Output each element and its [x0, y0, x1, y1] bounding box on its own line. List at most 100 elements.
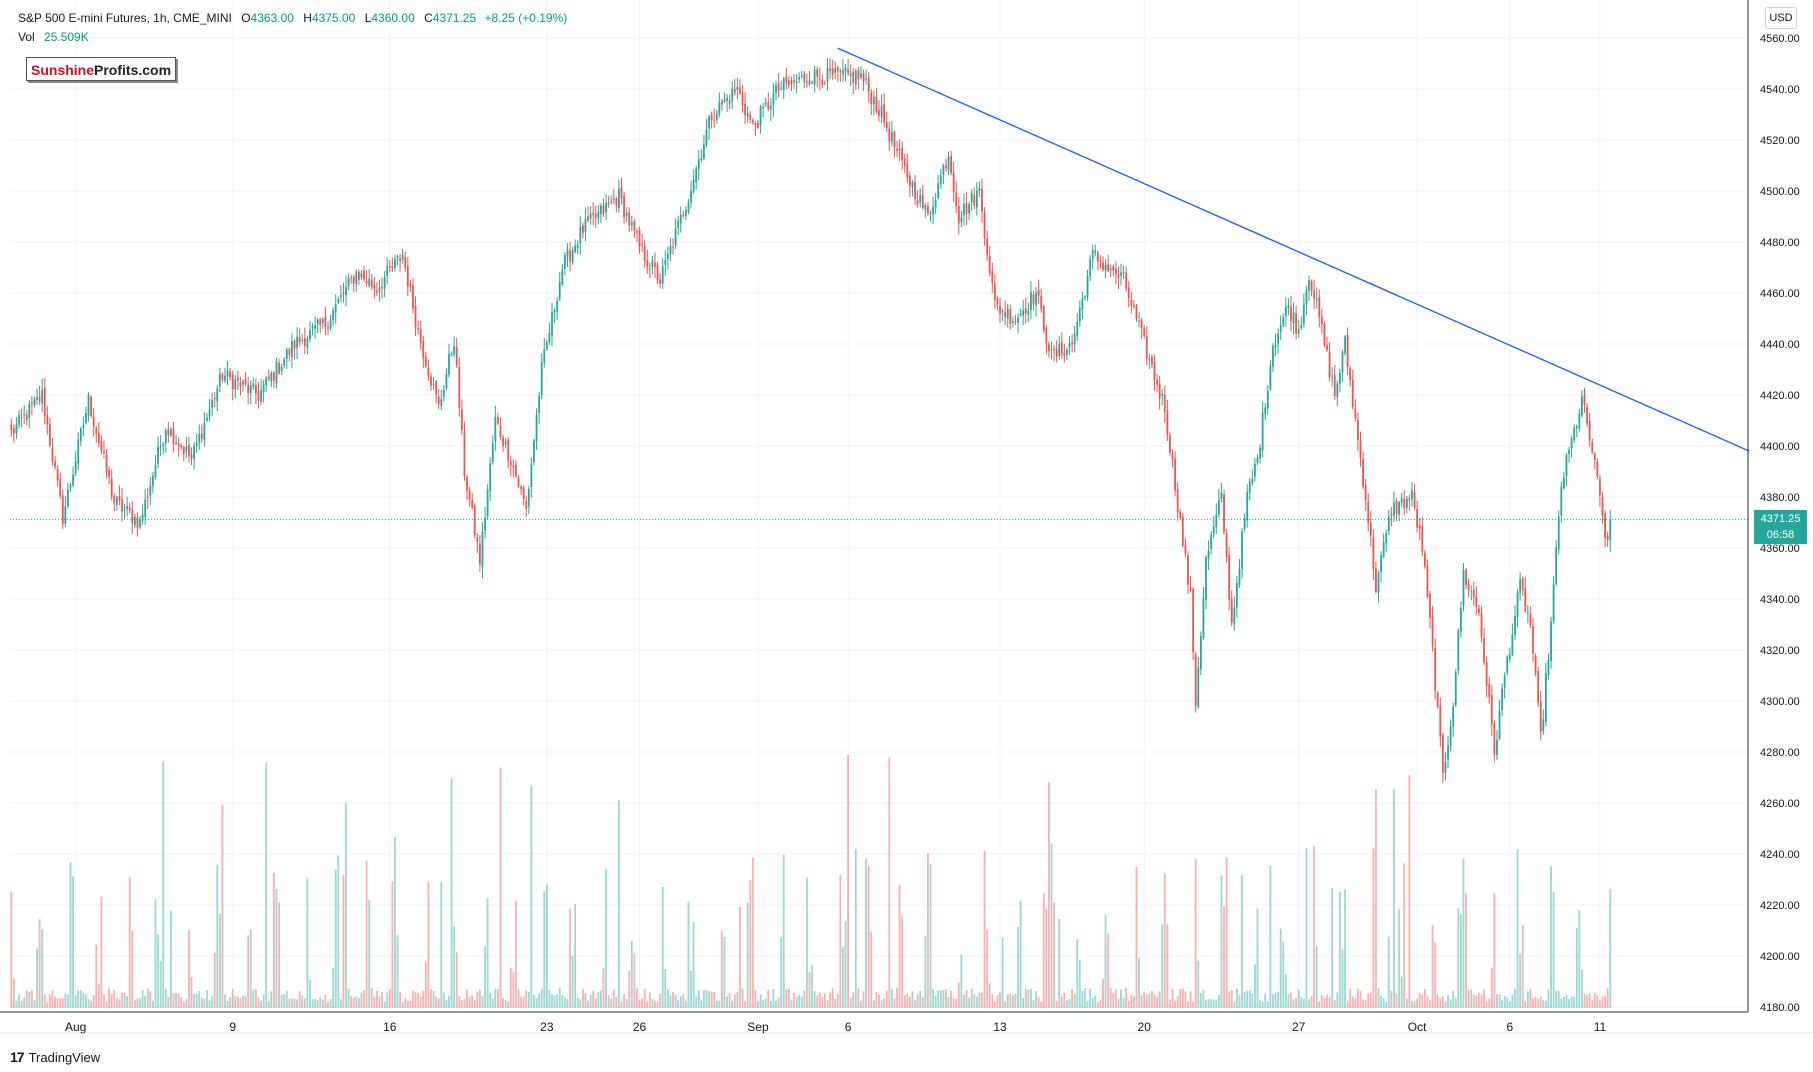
candle-body [1387, 516, 1390, 531]
volume-bar [229, 996, 232, 1008]
volume-bar [1562, 996, 1565, 1008]
candle-body [265, 377, 268, 386]
volume-bar [460, 1000, 463, 1008]
volume-bar [1290, 992, 1292, 1008]
volume-bar [1465, 893, 1467, 1008]
volume-bar [36, 948, 38, 1008]
candle-body [1081, 298, 1084, 310]
volume-bar [1120, 989, 1122, 1008]
volume-bar [1300, 996, 1303, 1008]
volume-bar [1187, 1001, 1189, 1008]
volume-bar [1596, 995, 1599, 1008]
candle-body [790, 80, 793, 85]
volume-value: 25.509K [44, 30, 89, 44]
volume-bar [167, 996, 170, 1008]
volume-bar [1254, 964, 1256, 1008]
volume-bar [391, 881, 394, 1008]
candle-body [1176, 489, 1179, 513]
candle-body [921, 194, 924, 208]
trendline[interactable] [837, 47, 1750, 452]
volume-bar [270, 991, 273, 1008]
candle-body [321, 318, 324, 324]
volume-bar [1091, 997, 1094, 1008]
candle-body [1575, 426, 1578, 429]
volume-bar [1017, 926, 1019, 1008]
volume-bar [1207, 999, 1210, 1008]
volume-bar [1058, 918, 1061, 1008]
candle-body [105, 454, 108, 473]
candle-body [190, 454, 193, 459]
volume-bar [666, 989, 669, 1008]
candle-body [1449, 726, 1452, 747]
volume-bar [115, 997, 118, 1008]
candle-body [767, 102, 770, 110]
candle-body [121, 499, 123, 512]
volume-bar [450, 778, 453, 1008]
candle-body [1423, 552, 1426, 567]
candle-body [703, 144, 705, 159]
candle-body [736, 86, 739, 91]
candle-body [1323, 323, 1326, 346]
tradingview-brand[interactable]: 17 TradingView [10, 1049, 100, 1065]
volume-bar [1506, 997, 1509, 1008]
candle-body [911, 181, 914, 188]
volume-bar [1609, 888, 1612, 1008]
candle-body [79, 428, 82, 442]
candle-body [978, 187, 981, 191]
candle-body [1436, 692, 1439, 707]
volume-bar [638, 999, 641, 1008]
candle-body [937, 183, 940, 198]
volume-bar [1557, 990, 1560, 1008]
candle-body [126, 506, 129, 510]
volume-bar [190, 976, 193, 1008]
candle-body [669, 246, 672, 255]
volume-bar [123, 992, 126, 1008]
volume-bar [1393, 788, 1395, 1008]
candle-body [118, 495, 121, 501]
volume-bar [628, 970, 631, 1008]
volume-bar [1256, 908, 1259, 1008]
volume-label[interactable]: Vol [18, 30, 35, 44]
volume-bar [1269, 865, 1272, 1008]
price-axis[interactable]: 4560.00 4540.00 4520.00 4500.00 4480.00 4460.… [1760, 33, 1800, 1014]
currency-button[interactable]: USD [1765, 7, 1797, 29]
candle-body [1441, 735, 1444, 773]
time-axis[interactable]: Aug 9 16 23 26 Sep 6 13 20 27 Oct 6 11 [65, 1020, 1607, 1034]
candle-body [1367, 501, 1370, 523]
candle-body [1055, 348, 1058, 357]
volume-bar [218, 913, 221, 1008]
candle-body [1045, 328, 1048, 344]
volume-bar [664, 969, 667, 1008]
candle-body [594, 213, 597, 218]
volume-bar [144, 996, 147, 1008]
candle-body [932, 206, 934, 215]
candle-body [388, 266, 391, 268]
candle-body [1153, 362, 1156, 380]
volume-bar [388, 989, 391, 1008]
volume-bar [1045, 908, 1048, 1008]
candle-body [545, 341, 548, 349]
candle-body [945, 165, 947, 169]
volume-bar [77, 990, 80, 1008]
volume-bar [363, 990, 365, 1008]
candle-body [1310, 281, 1313, 291]
symbol-title[interactable]: S&P 500 E-mini Futures, 1h, CME_MINI [18, 11, 232, 25]
volume-bar [615, 997, 618, 1008]
volume-bar [818, 992, 821, 1008]
candle-body [113, 496, 116, 504]
volume-bar [1503, 996, 1506, 1008]
volume-bar [867, 865, 870, 1008]
volume-bar [64, 993, 67, 1008]
candle-body [1210, 535, 1213, 550]
candle-body [1338, 372, 1341, 384]
volume-bar [1014, 993, 1017, 1008]
volume-bar [947, 996, 950, 1008]
volume-bar [1261, 1001, 1264, 1008]
candle-body [1483, 638, 1485, 663]
volume-bar [924, 935, 927, 1008]
volume-bar [347, 988, 350, 1008]
candle-body [764, 102, 767, 105]
volume-bar [1483, 989, 1485, 1008]
volume-bar [710, 991, 713, 1008]
